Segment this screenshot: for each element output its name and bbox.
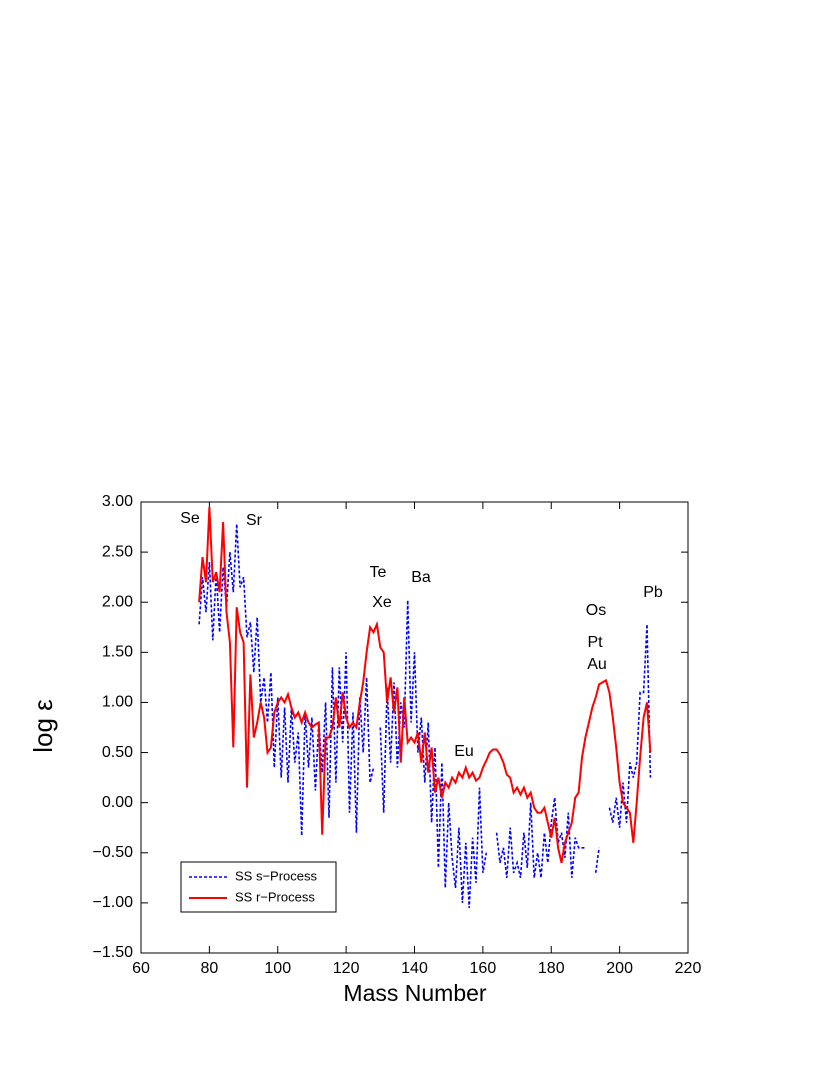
- y-tick-label: 0.00: [102, 794, 133, 811]
- x-tick-label: 180: [538, 960, 565, 977]
- x-tick-label: 120: [333, 960, 360, 977]
- x-tick-label: 220: [675, 960, 702, 977]
- y-tick-label: 0.50: [102, 744, 133, 761]
- y-tick-label: 1.50: [102, 644, 133, 661]
- y-axis-label: log ε: [28, 699, 58, 753]
- legend-label: SS s−Process: [235, 868, 318, 883]
- x-tick-label: 140: [401, 960, 428, 977]
- x-tick-label: 100: [264, 960, 291, 977]
- series-line: [198, 523, 652, 908]
- annotation: Au: [587, 656, 607, 673]
- x-tick-label: 80: [200, 960, 218, 977]
- annotation: Os: [586, 602, 606, 619]
- annotation: Xe: [372, 594, 392, 611]
- x-tick-label: 160: [470, 960, 497, 977]
- legend-label: SS r−Process: [235, 889, 315, 904]
- x-tick-label: 60: [132, 960, 150, 977]
- y-tick-label: −1.00: [93, 894, 134, 911]
- annotation: Sr: [246, 512, 263, 529]
- y-tick-label: −1.50: [93, 944, 134, 961]
- annotation: Pt: [587, 634, 603, 651]
- annotation: Ba: [411, 569, 431, 586]
- y-tick-label: 2.00: [102, 593, 133, 610]
- y-tick-label: 3.00: [102, 493, 133, 510]
- series-line: [198, 506, 652, 864]
- annotation: Te: [370, 564, 387, 581]
- y-tick-label: 1.00: [102, 694, 133, 711]
- y-tick-label: 2.50: [102, 543, 133, 560]
- annotation: Se: [180, 510, 200, 527]
- x-tick-label: 200: [606, 960, 633, 977]
- plot-frame: [140, 501, 689, 954]
- y-tick-label: −0.50: [93, 844, 134, 861]
- legend-box: [180, 861, 337, 913]
- x-axis-label: Mass Number: [343, 980, 486, 1006]
- annotation: Eu: [454, 743, 474, 760]
- annotation: Pb: [643, 584, 663, 601]
